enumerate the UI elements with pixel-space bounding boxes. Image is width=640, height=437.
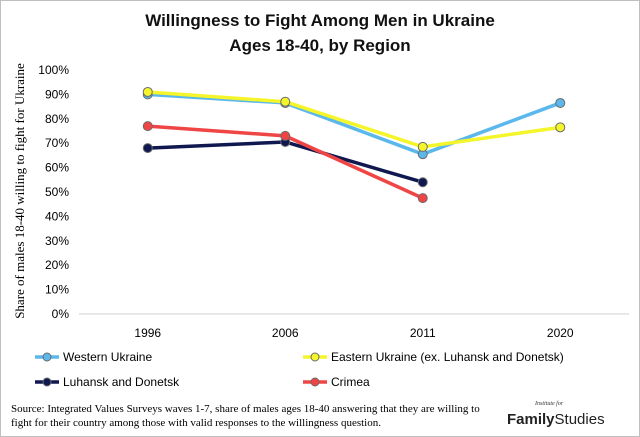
logo-studies: Studies [554,411,605,428]
y-axis-label: Share of males 18-40 willing to fight fo… [12,63,27,319]
legend-marker-eastern-ukraine-ex-luhansk-and-donetsk [310,352,320,362]
series-line-luhansk-and-donetsk [146,140,425,184]
source-note: Source: Integrated Values Surveys waves … [11,403,480,429]
data-point-eastern-ukraine-ex-luhansk-and-donetsk-2011 [417,141,428,152]
x-tick-label: 2020 [547,326,574,340]
y-tick-label: 10% [45,283,69,297]
y-tick-label: 70% [45,136,69,150]
legend-marker-western-ukraine [42,352,52,362]
legend: Western Ukraine Eastern Ukraine (ex. Luha… [35,350,564,389]
y-tick-label: 90% [45,87,69,101]
logo-wordmark: FamilyStudies [507,411,605,429]
chart-title-line-1: Willingness to Fight Among Men in Ukrain… [145,11,495,30]
data-point-crimea-2006 [280,130,291,141]
legend-label-luhansk-and-donetsk: Luhansk and Donetsk [63,375,180,389]
data-point-crimea-1996 [142,121,153,132]
legend-marker-crimea [310,377,320,387]
legend-label-crimea: Crimea [331,375,370,389]
data-point-eastern-ukraine-ex-luhansk-and-donetsk-2006 [280,96,291,107]
x-tick-label: 1996 [134,326,161,340]
data-point-eastern-ukraine-ex-luhansk-and-donetsk-1996 [142,86,153,97]
chart-canvas: Willingness to Fight Among Men in Ukrain… [12,11,629,389]
y-tick-label: 30% [45,234,69,248]
logo-institute-for: Institute for [535,401,564,407]
series-line-eastern-ukraine-ex-luhansk-and-donetsk [146,90,562,149]
legend-label-western-ukraine: Western Ukraine [63,350,152,364]
y-tick-label: 20% [45,258,69,272]
data-point-eastern-ukraine-ex-luhansk-and-donetsk-2020 [555,122,566,133]
series-line-western-ukraine [146,92,562,156]
chart-title-line-2: Ages 18-40, by Region [229,36,410,55]
series-layer [142,86,566,204]
logo-family: Family [507,411,555,428]
x-tick-label: 2011 [410,326,436,340]
axis-layer: 0% 10% 20% 30% 40% 50% 60% 70% 80% 90% 100% 1996 200… [38,63,629,340]
legend-label-eastern-ukraine-ex-luhansk-and-donetsk: Eastern Ukraine (ex. Luhansk and Donetsk… [331,350,564,364]
data-point-luhansk-and-donetsk-2011 [417,177,428,188]
y-tick-label: 50% [45,185,69,199]
legend-marker-luhansk-and-donetsk [42,377,52,387]
y-tick-label: 0% [52,307,70,321]
y-tick-label: 60% [45,161,69,175]
x-tick-label: 2006 [272,326,299,340]
data-point-crimea-2011 [417,193,428,204]
y-tick-label: 40% [45,209,69,223]
ifs-logo: Institute for FamilyStudies [507,401,627,431]
data-point-luhansk-and-donetsk-1996 [142,143,153,154]
data-point-western-ukraine-2020 [555,97,566,108]
y-tick-label: 80% [45,112,69,126]
y-tick-label: 100% [38,63,69,77]
